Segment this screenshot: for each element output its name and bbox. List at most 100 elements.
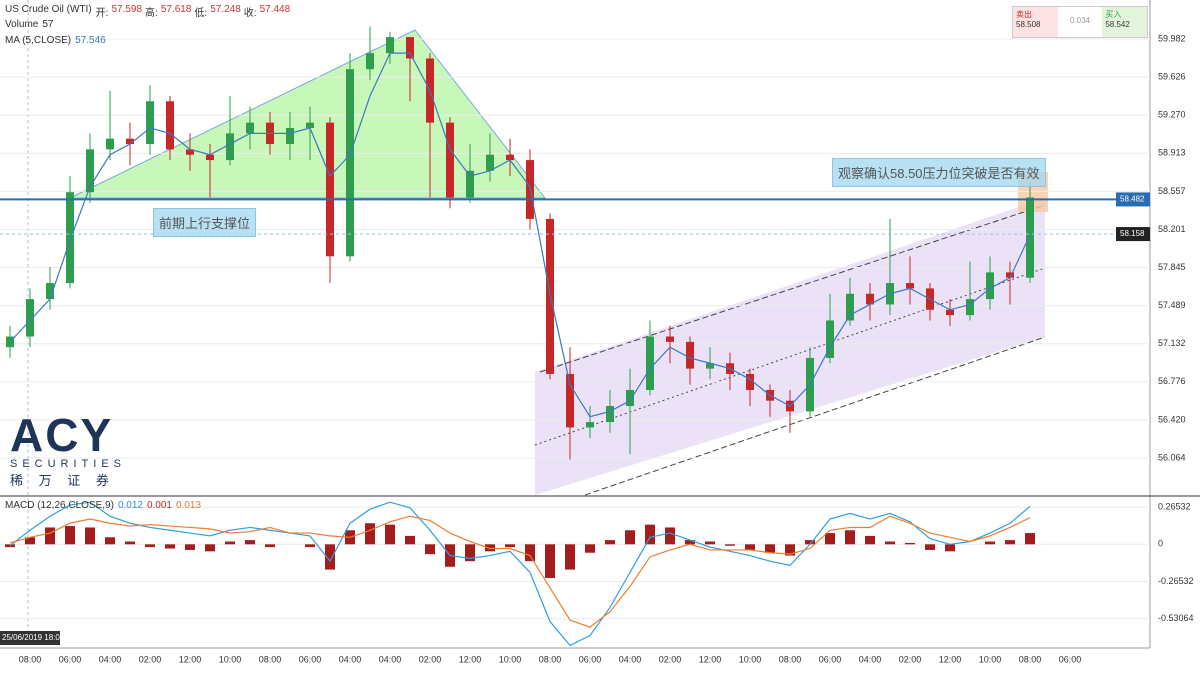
- macd-bar: [745, 544, 755, 550]
- candle-body: [986, 272, 994, 300]
- macd-bar: [1005, 540, 1015, 545]
- price-tag-label: 58.482: [1120, 195, 1145, 204]
- macd-bar: [805, 540, 815, 545]
- y-tick-label: 0: [1158, 539, 1163, 549]
- candle-body: [746, 373, 754, 390]
- macd-bar: [885, 541, 895, 545]
- candle-body: [646, 336, 654, 390]
- y-tick-label: 57.489: [1158, 300, 1186, 310]
- channel-upper: [539, 204, 1046, 373]
- candle-body: [866, 293, 874, 305]
- x-tick-label: 04:00: [379, 654, 402, 664]
- logo-tagline: SECURITIES: [10, 458, 127, 470]
- macd-bar: [625, 530, 635, 545]
- volume-value: 57: [42, 19, 54, 30]
- y-tick-label: 59.270: [1158, 110, 1186, 120]
- macd-bar: [605, 540, 615, 545]
- candle-body: [446, 122, 454, 198]
- y-tick-label: 58.201: [1158, 224, 1186, 234]
- macd-bar: [25, 537, 35, 545]
- x-tick-label: 08:00: [19, 654, 42, 664]
- buy-label: 买入: [1105, 10, 1122, 19]
- ohlc-values: 开: 57.598 高: 57.618 低: 57.248 收: 57.448: [96, 4, 291, 19]
- macd-bar: [205, 544, 215, 552]
- y-tick-label: 57.132: [1158, 338, 1186, 348]
- candle-body: [1026, 197, 1034, 278]
- candle-body: [326, 122, 334, 257]
- macd-bar: [105, 537, 115, 545]
- y-tick-label: 56.776: [1158, 376, 1186, 386]
- ohlc-value: 57.618: [160, 4, 192, 15]
- macd-value: 0.013: [176, 500, 202, 511]
- ohlc-value: 57.598: [111, 4, 143, 15]
- x-tick-label: 02:00: [139, 654, 162, 664]
- x-tick-label: 08:00: [779, 654, 802, 664]
- y-tick-label: 0.26532: [1158, 501, 1191, 511]
- candle-body: [246, 122, 254, 134]
- macd-bar: [685, 540, 695, 545]
- x-tick-label: 04:00: [339, 654, 362, 664]
- ma-label: MA (5,CLOSE): [5, 35, 72, 46]
- buy[interactable]: 买入 58.542: [1102, 7, 1148, 37]
- logo-name: ACY: [10, 409, 114, 461]
- x-tick-label: 10:00: [499, 654, 522, 664]
- candle-body: [906, 283, 914, 289]
- logo: ACY SECURITIES 稀 万 证 券: [10, 412, 126, 489]
- volume-header: Volume 57: [5, 19, 53, 30]
- x-tick-label: 04:00: [99, 654, 122, 664]
- candle-body: [366, 53, 374, 70]
- y-tick-label: 56.064: [1158, 452, 1186, 462]
- macd-bar: [385, 524, 395, 545]
- candle-body: [206, 154, 214, 161]
- ohlc-header: US Crude Oil (WTI) 开: 57.598 高: 57.618 低: 57.…: [5, 4, 290, 19]
- x-tick-label: 06:00: [579, 654, 602, 664]
- macd-bar: [985, 541, 995, 545]
- candle-body: [506, 154, 514, 161]
- ohlc-value: 57.248: [210, 4, 241, 15]
- macd-bar: [65, 526, 75, 545]
- macd-bar: [765, 544, 775, 553]
- macd-bar: [225, 541, 235, 545]
- candle-body: [946, 309, 954, 316]
- macd-line: [9, 501, 1031, 647]
- spread: 0.034: [1069, 16, 1091, 25]
- y-tick-label: 56.420: [1158, 414, 1186, 424]
- candle-body: [46, 283, 54, 300]
- ohlc-label: 开:: [95, 8, 109, 19]
- macd-bar: [125, 541, 135, 545]
- ma-value: 57.546: [75, 35, 106, 46]
- candle-body: [186, 149, 194, 155]
- y-tick-label: 58.913: [1158, 148, 1186, 158]
- macd-bar: [1025, 533, 1035, 545]
- candle-body: [6, 336, 14, 348]
- channel-area: [535, 198, 1045, 495]
- x-tick-label: 08:00: [1019, 654, 1042, 664]
- ma-line: [9, 52, 1031, 418]
- macd-header: MACD (12,26,CLOSE,9) 0.012 0.001 0.013: [5, 500, 201, 511]
- macd-bar: [705, 541, 715, 545]
- macd-bar: [425, 544, 435, 555]
- sell[interactable]: 卖出 58.508: [1013, 7, 1058, 37]
- sell-price: 58.508: [1016, 20, 1041, 29]
- quote-box: 卖出 58.508 0.034 买入 58.542: [1012, 6, 1148, 38]
- macd-bar: [325, 544, 335, 570]
- price-tag: [1116, 192, 1150, 207]
- macd-bar: [905, 542, 915, 545]
- annotation: 前期上行支撑位: [153, 208, 257, 237]
- candle-body: [666, 336, 674, 342]
- candle-body: [686, 341, 694, 369]
- channel-lower: [584, 336, 1046, 496]
- annotation: 观察确认58.50压力位突破是否有效: [832, 158, 1046, 187]
- y-tick-label: 59.626: [1158, 71, 1186, 81]
- candle-body: [566, 373, 574, 428]
- x-tick-label: 06:00: [299, 654, 322, 664]
- macd-bar: [585, 544, 595, 553]
- macd-bar: [405, 535, 415, 545]
- candle-body: [606, 406, 614, 423]
- crosshair-tag: [0, 631, 60, 645]
- candle-body: [86, 149, 94, 193]
- ohlc-value: 57.448: [259, 4, 291, 15]
- candle-body: [466, 170, 474, 198]
- macd-bar: [145, 544, 155, 548]
